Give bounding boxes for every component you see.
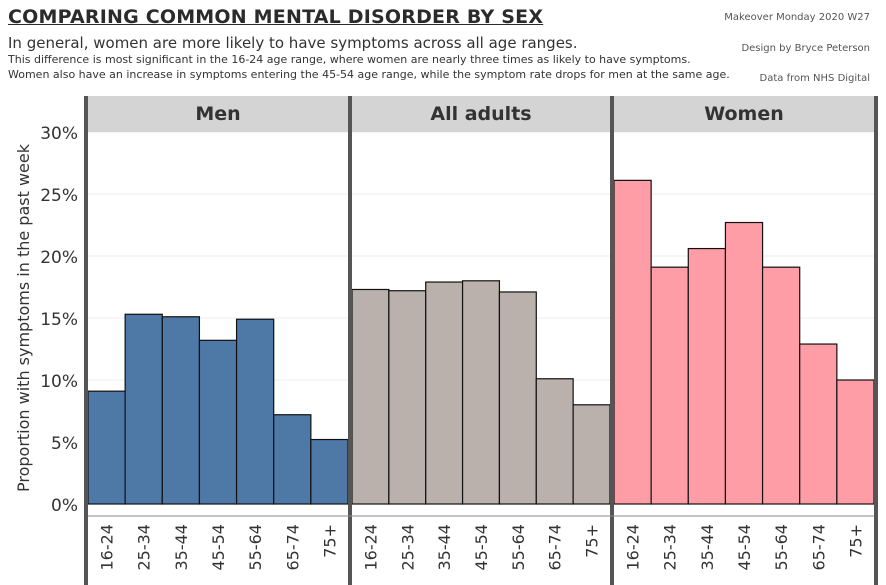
x-tick-label: 45-54: [472, 524, 491, 571]
credit-makeover: Makeover Monday 2020 W27: [724, 12, 870, 23]
panel-divider: [874, 96, 878, 585]
bar: [687, 247, 727, 505]
x-tick-label: 55-64: [246, 524, 265, 571]
credit-designer: Design by Bryce Peterson: [741, 43, 870, 54]
bar: [235, 318, 275, 505]
x-tick-label: 75+: [320, 524, 339, 558]
x-tick-label: 75+: [846, 524, 865, 558]
bar: [498, 291, 537, 505]
panel-header-bg: [88, 96, 348, 132]
x-tick-label: 65-74: [283, 524, 302, 571]
x-tick-label: 16-24: [624, 524, 643, 571]
x-tick-label: 45-54: [735, 524, 754, 571]
y-tick-label: 15%: [40, 310, 78, 330]
y-tick-label: 5%: [51, 434, 78, 454]
bar: [161, 316, 201, 505]
bar: [87, 390, 126, 505]
x-tick-label: 16-24: [361, 524, 380, 571]
bar: [351, 288, 390, 505]
y-tick-label: 25%: [40, 186, 78, 206]
bar: [761, 266, 801, 505]
bar: [461, 280, 501, 505]
panel-header-label: All adults: [430, 103, 531, 125]
panel-header-label: Men: [195, 103, 240, 125]
x-tick-label: 35-44: [172, 524, 191, 571]
bar: [198, 339, 238, 505]
panel-divider: [84, 96, 88, 585]
panel-header-bg: [614, 96, 874, 132]
bar: [613, 179, 652, 505]
bar: [836, 379, 875, 505]
y-tick-label: 0%: [51, 496, 78, 516]
x-tick-label: 35-44: [698, 524, 717, 571]
y-tick-label: 20%: [40, 248, 78, 268]
x-tick-label: 35-44: [435, 524, 454, 571]
bar: [273, 414, 312, 505]
x-tick-label: 65-74: [809, 524, 828, 571]
x-tick-label: 25-34: [135, 524, 154, 571]
x-tick-label: 75+: [583, 524, 602, 558]
y-tick-label: 30%: [40, 124, 78, 144]
bar: [650, 266, 689, 505]
bar: [310, 438, 349, 505]
bar: [799, 343, 838, 505]
x-tick-label: 55-64: [509, 524, 528, 571]
chart-title: COMPARING COMMON MENTAL DISORDER BY SEX: [8, 6, 544, 28]
x-tick-label: 55-64: [772, 524, 791, 571]
chart-note-1: This difference is most significant in t…: [8, 53, 691, 66]
panel-header-label: Women: [704, 103, 784, 125]
bar: [724, 221, 764, 505]
y-axis-label: Proportion with symptoms in the past wee…: [14, 143, 33, 492]
bar: [425, 281, 464, 505]
y-tick-label: 10%: [40, 372, 78, 392]
bar: [572, 404, 611, 505]
bar: [388, 290, 427, 505]
x-tick-label: 65-74: [546, 524, 565, 571]
bar: [124, 313, 163, 505]
x-tick-label: 45-54: [209, 524, 228, 571]
x-tick-label: 16-24: [98, 524, 117, 571]
credit-source: Data from NHS Digital: [759, 73, 870, 84]
bar: [535, 378, 574, 505]
panel-divider: [348, 96, 352, 585]
panel-header-bg: [352, 96, 610, 132]
panel-divider: [610, 96, 614, 585]
chart-note-2: Women also have an increase in symptoms …: [8, 68, 730, 81]
x-tick-label: 25-34: [661, 524, 680, 571]
chart-subtitle: In general, women are more likely to hav…: [8, 34, 578, 52]
x-tick-label: 25-34: [398, 524, 417, 571]
